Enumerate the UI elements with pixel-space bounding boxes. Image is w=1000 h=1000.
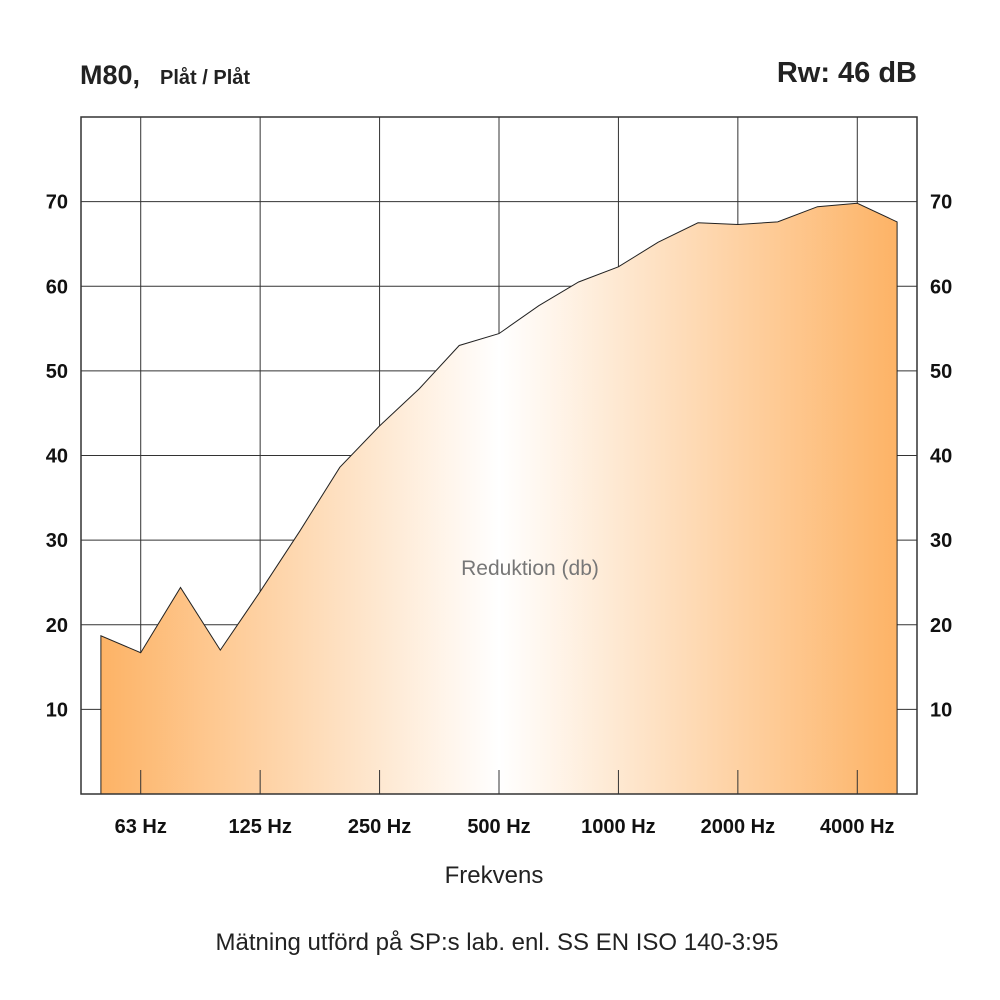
y-tick-right-30: 30 <box>930 530 952 552</box>
y-tick-right-50: 50 <box>930 361 952 383</box>
y-axis-left: 10 20 30 40 50 60 70 <box>46 192 68 722</box>
series-label: Reduktion (db) <box>461 557 599 580</box>
y-axis-right: 10 20 30 40 50 60 70 <box>930 192 952 722</box>
x-tick-label-6: 4000 Hz <box>820 816 895 838</box>
y-tick-left-70: 70 <box>46 192 68 214</box>
x-tick-label-4: 1000 Hz <box>581 816 656 838</box>
x-tick-label-2: 250 Hz <box>348 816 411 838</box>
y-tick-right-70: 70 <box>930 192 952 214</box>
y-tick-right-10: 10 <box>930 699 952 721</box>
x-tick-marks <box>140 770 858 794</box>
y-tick-right-60: 60 <box>930 276 952 298</box>
x-tick-label-5: 2000 Hz <box>701 816 776 838</box>
y-tick-left-60: 60 <box>46 276 68 298</box>
y-tick-left-30: 30 <box>46 530 68 552</box>
y-tick-left-20: 20 <box>46 615 68 637</box>
reduction-area <box>100 202 898 795</box>
x-axis: 63 Hz 125 Hz 250 Hz 500 Hz 1000 Hz 2000 Hz 400… <box>115 816 895 838</box>
chart-title: M80, <box>80 60 140 90</box>
y-tick-left-40: 40 <box>46 446 68 468</box>
y-tick-left-50: 50 <box>46 361 68 383</box>
x-axis-label: Frekvens <box>445 862 544 889</box>
y-tick-right-20: 20 <box>930 615 952 637</box>
x-tick-label-1: 125 Hz <box>228 816 291 838</box>
x-tick-label-3: 500 Hz <box>467 816 530 838</box>
y-tick-left-10: 10 <box>46 699 68 721</box>
plot-frame <box>80 116 918 795</box>
rw-rating: Rw: 46 dB <box>777 57 917 89</box>
x-tick-label-0: 63 Hz <box>115 816 167 838</box>
chart-subtitle: Plåt / Plåt <box>160 66 250 89</box>
footer-note: Mätning utförd på SP:s lab. enl. SS EN I… <box>216 929 779 956</box>
y-tick-right-40: 40 <box>930 446 952 468</box>
